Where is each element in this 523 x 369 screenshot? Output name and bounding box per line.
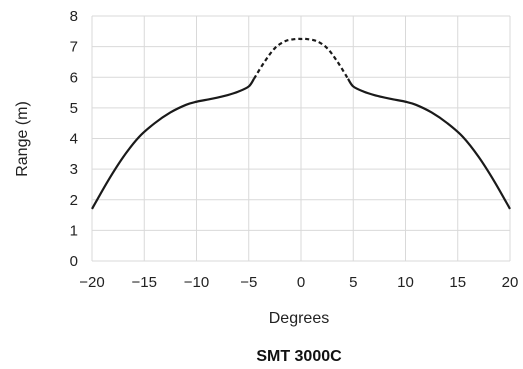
grid bbox=[91, 15, 511, 262]
range-line-solid-segment bbox=[91, 78, 255, 210]
y-tick-label: 3 bbox=[70, 161, 78, 178]
x-tick-label: −20 bbox=[79, 274, 104, 291]
y-tick-label: 5 bbox=[70, 100, 78, 117]
y-tick-label: 2 bbox=[70, 192, 78, 209]
x-axis-title: Degrees bbox=[269, 310, 329, 327]
x-tick-label: 15 bbox=[449, 274, 466, 291]
y-tick-label: 4 bbox=[70, 131, 78, 148]
x-tick-label: 20 bbox=[502, 274, 519, 291]
chart-title: SMT 3000C bbox=[256, 348, 342, 365]
range-line-solid-segment bbox=[347, 78, 511, 210]
series-lines bbox=[91, 37, 511, 210]
y-tick-label: 7 bbox=[70, 39, 78, 56]
x-tick-label: 0 bbox=[297, 274, 305, 291]
y-tick-labels: 0 1 2 3 4 5 6 7 8 bbox=[70, 8, 78, 270]
x-tick-label: −15 bbox=[132, 274, 157, 291]
x-tick-label: −5 bbox=[240, 274, 257, 291]
range-line-dashed-segment bbox=[253, 37, 349, 80]
y-tick-label: 1 bbox=[70, 222, 78, 239]
y-tick-label: 6 bbox=[70, 69, 78, 86]
x-tick-label: 10 bbox=[397, 274, 414, 291]
x-tick-label: −10 bbox=[184, 274, 209, 291]
y-tick-label: 8 bbox=[70, 8, 78, 25]
x-tick-label: 5 bbox=[349, 274, 357, 291]
y-axis-title: Range (m) bbox=[14, 101, 31, 177]
x-tick-labels: −20 −15 −10 −5 0 5 10 15 20 bbox=[79, 274, 518, 291]
y-tick-label: 0 bbox=[70, 253, 78, 270]
